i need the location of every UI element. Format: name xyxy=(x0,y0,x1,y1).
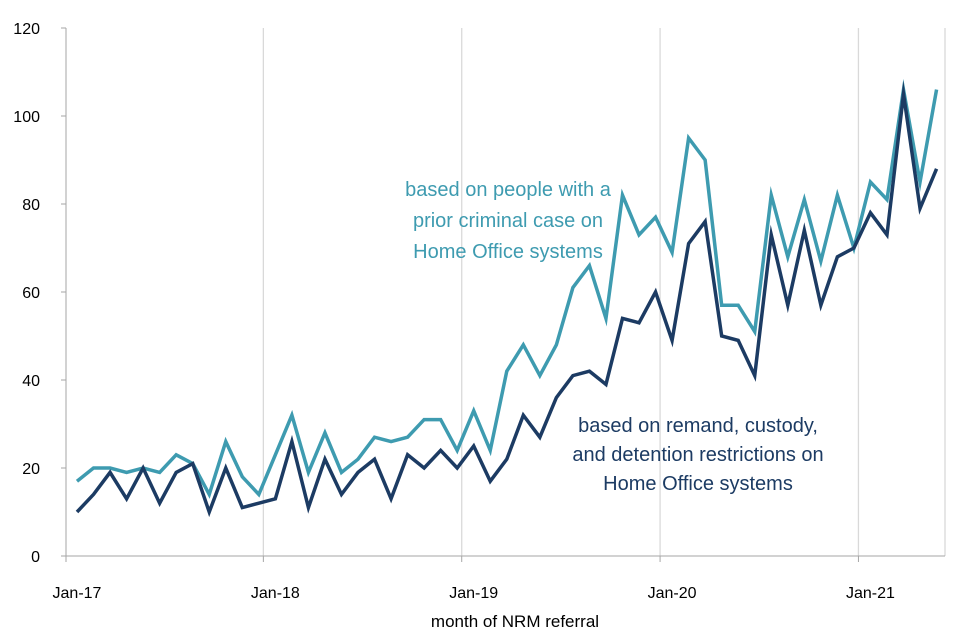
annotation-line: based on people with a xyxy=(405,179,612,201)
vertical-gridlines xyxy=(262,28,946,556)
annotation-remand-custody-detention: based on remand, custody, and detention r… xyxy=(572,415,823,495)
x-tick-labels: Jan-17 Jan-18 Jan-19 Jan-20 Jan-21 xyxy=(53,556,895,602)
annotation-line: prior criminal case on xyxy=(413,210,603,232)
series-lines xyxy=(75,78,939,518)
x-axis-title: month of NRM referral xyxy=(431,612,599,631)
y-tick-label: 120 xyxy=(13,21,40,38)
y-tick-label: 80 xyxy=(22,197,40,214)
x-tick-label: Jan-21 xyxy=(846,585,895,602)
annotation-prior-criminal-case: based on people with a prior criminal cas… xyxy=(405,179,612,263)
annotations: based on people with a prior criminal cas… xyxy=(405,179,824,495)
annotation-line: based on remand, custody, xyxy=(578,415,818,437)
x-tick-label: Jan-18 xyxy=(251,585,300,602)
x-tick-label: Jan-20 xyxy=(648,585,697,602)
x-tick-label: Jan-19 xyxy=(449,585,498,602)
annotation-line: Home Office systems xyxy=(603,473,793,495)
y-tick-label: 100 xyxy=(13,109,40,126)
x-tick-label: Jan-17 xyxy=(53,585,102,602)
y-tick-label: 60 xyxy=(22,285,40,302)
series-line-remand-custody-detention xyxy=(75,80,939,518)
series-line-prior-criminal-case xyxy=(75,78,939,499)
annotation-line: Home Office systems xyxy=(413,241,603,263)
y-tick-label: 0 xyxy=(31,549,40,566)
y-tick-labels: 0 20 40 60 80 100 120 xyxy=(13,21,66,566)
y-tick-label: 40 xyxy=(22,373,40,390)
y-tick-label: 20 xyxy=(22,461,40,478)
annotation-line: and detention restrictions on xyxy=(572,444,823,466)
